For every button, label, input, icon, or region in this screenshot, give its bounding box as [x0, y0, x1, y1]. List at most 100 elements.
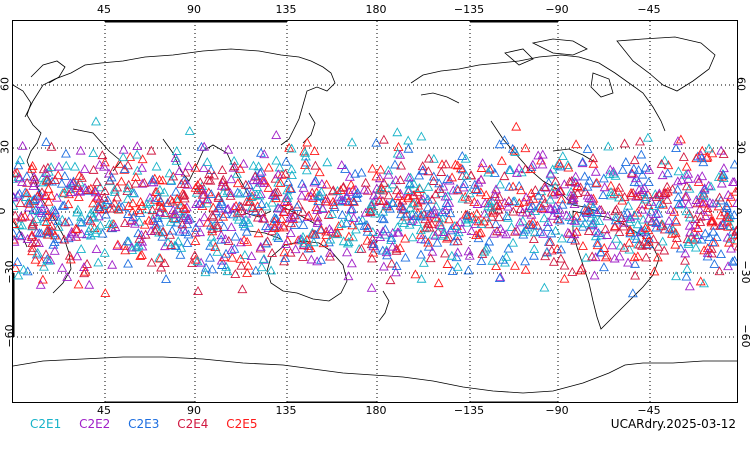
observation-marker	[132, 165, 143, 175]
observation-marker	[711, 232, 722, 241]
observation-marker	[562, 159, 573, 169]
observation-marker	[408, 190, 419, 200]
observation-marker	[600, 224, 611, 234]
observation-marker	[161, 274, 172, 283]
observation-marker	[503, 212, 513, 222]
observation-marker	[109, 186, 120, 196]
observation-marker	[727, 256, 737, 266]
observation-marker	[732, 235, 737, 245]
observation-marker	[692, 223, 703, 233]
observation-marker	[217, 260, 227, 269]
observation-marker	[561, 210, 572, 220]
lat-tick-right: −30	[739, 260, 750, 284]
observation-marker	[243, 179, 254, 189]
observation-marker	[43, 255, 54, 265]
observation-marker	[316, 186, 327, 196]
observation-marker	[42, 209, 53, 219]
observation-marker	[243, 217, 254, 227]
observation-marker	[192, 185, 203, 195]
observation-marker	[88, 164, 99, 174]
observation-marker	[520, 256, 531, 266]
observation-marker	[543, 236, 554, 246]
lon-tick-bottom: −90	[545, 404, 569, 417]
observation-marker	[64, 250, 75, 260]
observation-marker	[309, 177, 320, 187]
observation-marker	[314, 167, 325, 177]
observation-marker	[447, 266, 458, 276]
observation-marker	[16, 212, 27, 222]
observation-marker	[441, 233, 452, 243]
observation-marker	[61, 160, 72, 170]
observation-marker	[613, 186, 624, 196]
observation-marker	[232, 207, 243, 217]
observation-marker	[496, 155, 507, 165]
lat-tick-left: 60	[0, 77, 12, 91]
observation-marker	[441, 198, 452, 207]
observation-marker	[362, 222, 373, 232]
observation-marker	[17, 220, 28, 230]
observation-marker	[704, 197, 715, 207]
observation-marker	[135, 196, 146, 206]
observation-marker	[194, 217, 205, 227]
observation-marker	[171, 186, 181, 196]
observation-marker	[642, 132, 653, 142]
observation-marker	[159, 258, 170, 268]
observation-marker	[644, 164, 655, 174]
observation-marker	[216, 234, 227, 244]
observation-marker	[85, 230, 96, 240]
observation-marker	[505, 165, 516, 174]
observation-marker	[317, 203, 328, 213]
observation-marker	[82, 258, 93, 268]
observation-marker	[441, 159, 451, 169]
observation-marker	[43, 183, 54, 193]
observation-marker	[284, 213, 295, 223]
observation-marker	[664, 224, 675, 234]
observation-marker	[170, 208, 181, 218]
observation-marker	[216, 198, 227, 208]
observation-marker	[112, 182, 123, 192]
observation-marker	[408, 178, 419, 188]
observation-marker	[433, 226, 444, 236]
observation-marker	[116, 176, 127, 186]
observation-marker	[453, 185, 463, 195]
observation-marker	[711, 197, 722, 207]
observation-marker	[241, 196, 252, 206]
observation-marker	[296, 190, 307, 200]
observation-marker	[199, 141, 210, 151]
observation-marker	[30, 254, 41, 264]
observation-marker	[377, 213, 388, 223]
observation-marker	[480, 198, 491, 208]
observation-marker	[22, 233, 33, 243]
observation-marker	[520, 143, 531, 153]
observation-marker	[381, 247, 392, 257]
observation-marker	[269, 223, 280, 233]
observation-marker	[696, 150, 706, 160]
observation-marker	[417, 161, 428, 171]
observation-marker	[42, 225, 53, 235]
observation-marker	[272, 218, 283, 228]
observation-marker	[626, 187, 636, 197]
observation-marker	[586, 193, 597, 203]
observation-marker	[495, 223, 506, 233]
observation-marker	[550, 176, 561, 186]
observation-marker	[316, 224, 327, 234]
observation-marker	[657, 236, 668, 246]
observation-marker	[212, 246, 223, 256]
observation-marker	[182, 179, 193, 189]
observation-marker	[440, 248, 450, 258]
observation-marker	[442, 201, 453, 211]
observation-marker	[159, 187, 170, 197]
observation-marker	[183, 161, 194, 171]
observation-marker	[197, 189, 208, 199]
observation-marker	[638, 214, 649, 224]
observation-marker	[657, 170, 668, 180]
observation-marker	[13, 173, 19, 183]
observation-marker	[205, 220, 216, 230]
observation-marker	[325, 234, 336, 244]
observation-marker	[128, 212, 139, 222]
observation-marker	[590, 178, 601, 188]
observation-marker	[242, 236, 253, 246]
observation-marker	[313, 196, 324, 206]
observation-marker	[316, 254, 326, 264]
observation-marker	[681, 271, 692, 281]
